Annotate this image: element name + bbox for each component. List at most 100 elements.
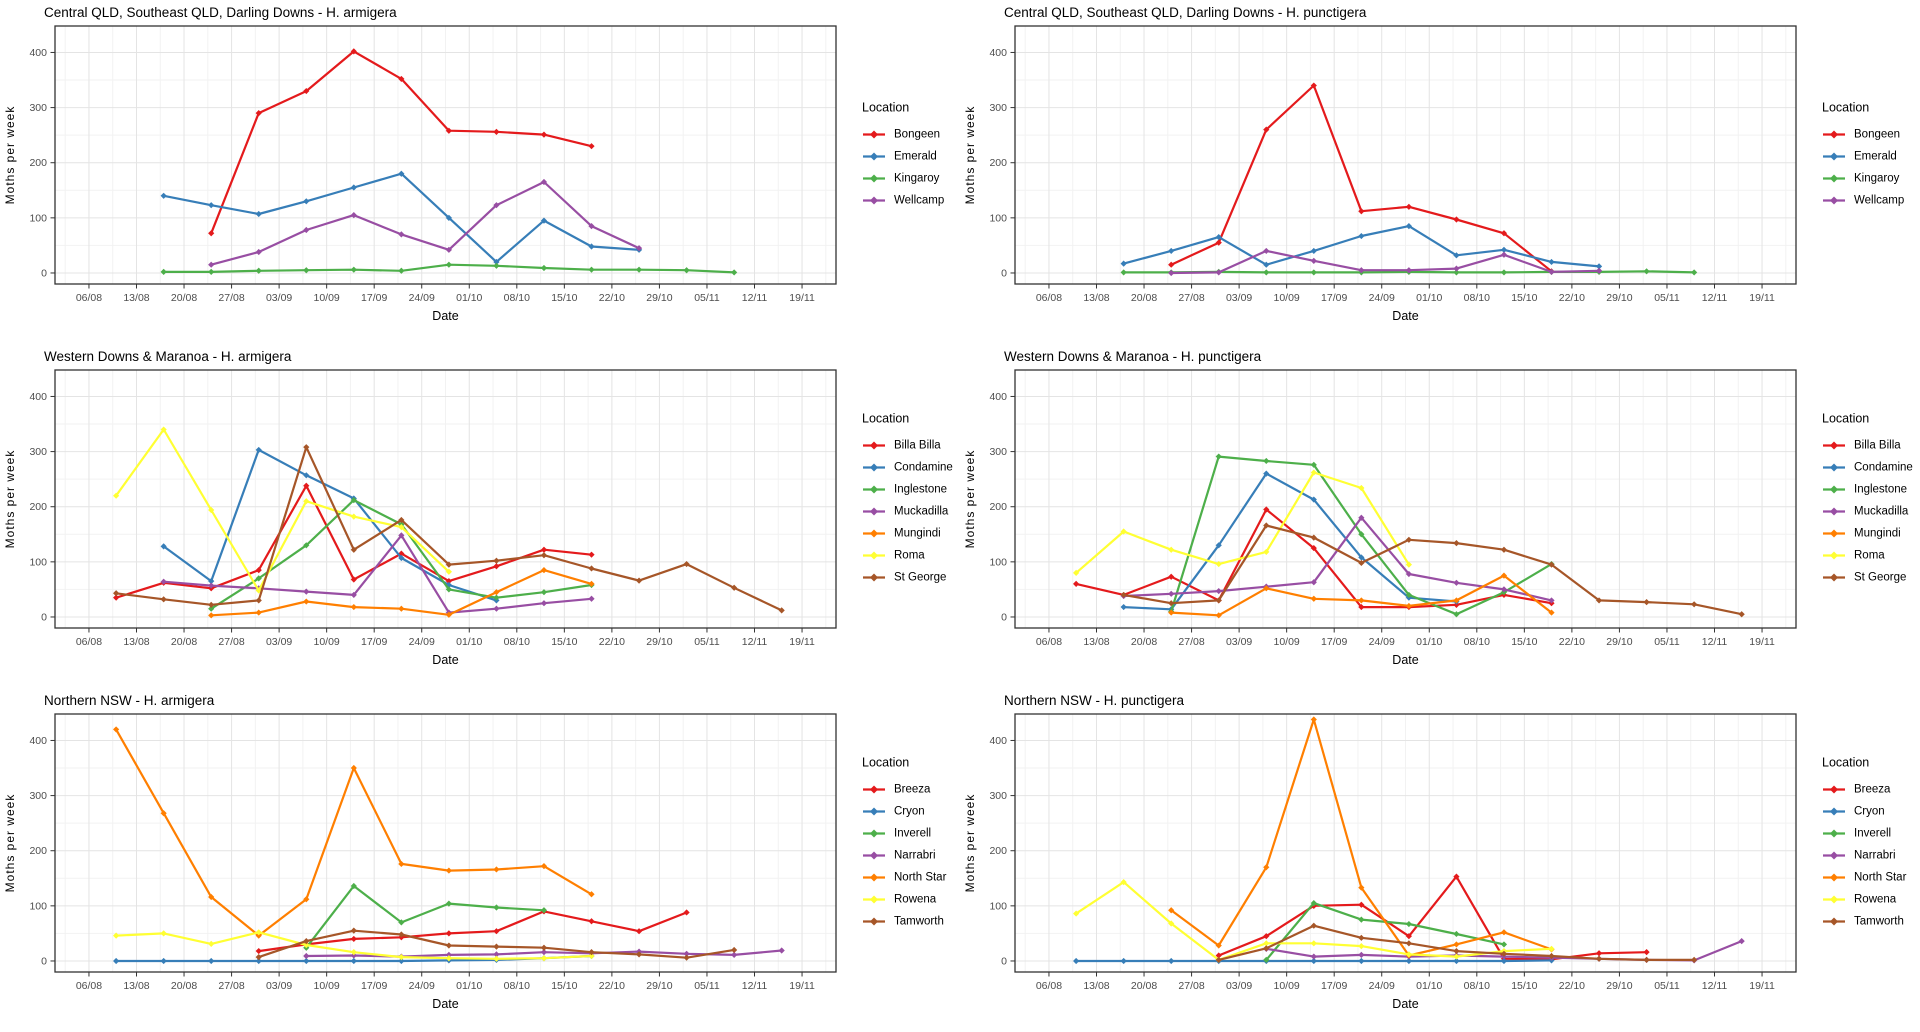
data-point-rowena — [1358, 942, 1365, 950]
data-point-st-george — [1453, 540, 1460, 547]
y-axis-title: Moths per week — [963, 106, 977, 205]
legend-item-label: St George — [1854, 571, 1907, 584]
y-tick-label: 300 — [989, 102, 1007, 114]
y-tick-label: 100 — [989, 900, 1007, 912]
chart-western-downs-maranoa-h-armigera: Western Downs & Maranoa - H. armigera 06… — [0, 344, 960, 688]
x-tick-label: 15/10 — [551, 980, 577, 992]
x-tick-label: 03/09 — [1226, 292, 1252, 304]
data-point-bongeen — [1168, 261, 1175, 268]
data-point-muckadilla — [540, 600, 548, 607]
data-point-billa-billa — [1453, 601, 1460, 608]
legend-item-label: Mungindi — [1854, 527, 1901, 540]
y-axis-title: Moths per week — [3, 794, 17, 893]
y-tick-label: 100 — [989, 556, 1007, 568]
data-point-narrabri — [445, 951, 452, 959]
data-point-rowena — [445, 955, 452, 962]
x-tick-label: 17/09 — [1321, 636, 1347, 648]
x-tick-label: 17/09 — [1321, 980, 1347, 992]
data-point-st-george — [208, 601, 215, 608]
data-point-cryon — [255, 957, 262, 965]
data-point-mungindi — [303, 598, 310, 605]
data-point-north-star — [1215, 942, 1222, 949]
data-point-tamworth — [255, 954, 262, 961]
data-point-inverell — [1405, 920, 1412, 928]
legend-title: Location — [1822, 755, 1870, 770]
legend: Location Billa Billa Condamine Inglestone M… — [862, 412, 953, 589]
data-point-tamworth — [683, 954, 690, 961]
chart-title: Central QLD, Southeast QLD, Darling Down… — [44, 5, 397, 20]
legend-item-st-george: St George — [862, 567, 953, 589]
data-point-emerald — [1405, 223, 1412, 230]
x-tick-label: 01/10 — [1416, 292, 1442, 304]
data-point-inverell — [1500, 941, 1508, 948]
legend: Location Breeza Cryon Inverell Narrabri Nort… — [1822, 756, 1906, 933]
plot-canvas: 06/08 13/08 20/08 27/08 03/09 10/09 17/09 24/09… — [3, 713, 837, 1011]
legend-key-icon — [1823, 174, 1845, 183]
legend-item-label: Breeza — [894, 783, 931, 796]
data-point-st-george — [1405, 536, 1412, 543]
legend-key-icon — [863, 895, 885, 904]
legend-key-icon — [1823, 785, 1845, 794]
legend-key-icon — [1823, 829, 1845, 838]
legend-key-icon — [863, 441, 885, 450]
legend-key-point — [870, 551, 878, 560]
data-point-st-george — [778, 607, 785, 614]
y-tick-label: 200 — [989, 157, 1007, 169]
data-point-emerald — [255, 210, 262, 218]
data-point-billa-billa — [445, 578, 452, 585]
legend-key-point — [1830, 463, 1838, 472]
data-point-bongeen — [1263, 126, 1270, 133]
data-point-bongeen — [445, 127, 452, 134]
data-point-breeza — [588, 918, 595, 925]
legend-key-point — [870, 174, 878, 183]
data-point-roma — [303, 498, 310, 505]
x-tick-label: 13/08 — [1083, 980, 1109, 992]
x-tick-label: 03/09 — [266, 980, 292, 992]
data-point-wellcamp — [588, 223, 595, 230]
x-tick-label: 13/08 — [123, 980, 149, 992]
legend-item-label: Inglestone — [894, 483, 948, 496]
legend-key-point — [870, 851, 878, 860]
legend-item-condamine: Condamine — [1822, 457, 1913, 479]
data-point-st-george — [303, 444, 310, 451]
x-tick-label: 17/09 — [361, 636, 387, 648]
data-point-bongeen — [1500, 230, 1508, 237]
x-tick-label: 15/10 — [1511, 980, 1537, 992]
legend-item-label: St George — [894, 571, 947, 584]
data-point-emerald — [1500, 246, 1508, 253]
data-point-cryon — [1500, 957, 1508, 965]
legend-item-st-george: St George — [1822, 567, 1913, 589]
x-tick-label: 03/09 — [266, 636, 292, 648]
x-tick-label: 19/11 — [789, 980, 815, 992]
y-tick-label: 0 — [41, 955, 47, 967]
x-tick-label: 17/09 — [361, 980, 387, 992]
data-point-muckadilla — [493, 605, 500, 612]
x-tick-label: 29/10 — [1606, 980, 1632, 992]
data-point-narrabri — [683, 950, 690, 957]
x-tick-label: 10/09 — [314, 292, 340, 304]
data-point-st-george — [1358, 559, 1365, 567]
data-point-emerald — [303, 198, 310, 205]
data-point-rowena — [493, 955, 500, 962]
data-point-st-george — [445, 561, 452, 568]
legend-item-label: Kingaroy — [1854, 172, 1900, 185]
data-point-inverell — [1358, 916, 1365, 923]
data-point-bongeen — [493, 128, 500, 135]
legend-items: Billa Billa Condamine Inglestone Muckadilla… — [1822, 435, 1913, 589]
x-tick-label: 01/10 — [1416, 636, 1442, 648]
legend-item-billa-billa: Billa Billa — [1822, 435, 1913, 457]
legend-item-wellcamp: Wellcamp — [1822, 190, 1904, 212]
legend-item-rowena: Rowena — [862, 889, 946, 911]
x-tick-label: 15/10 — [1511, 636, 1537, 648]
x-tick-label: 12/11 — [742, 636, 768, 648]
data-point-billa-billa — [1263, 506, 1270, 513]
data-point-rowena — [540, 955, 548, 962]
data-point-kingaroy — [303, 267, 310, 274]
legend-key-point — [870, 917, 878, 926]
data-point-wellcamp — [1548, 268, 1555, 275]
data-point-bongeen — [208, 230, 215, 237]
data-point-billa-billa — [303, 482, 310, 489]
data-point-tamworth — [1453, 947, 1460, 955]
legend: Location Bongeen Emerald Kingaroy Wellcamp — [862, 101, 944, 212]
data-point-breeza — [1263, 933, 1270, 940]
